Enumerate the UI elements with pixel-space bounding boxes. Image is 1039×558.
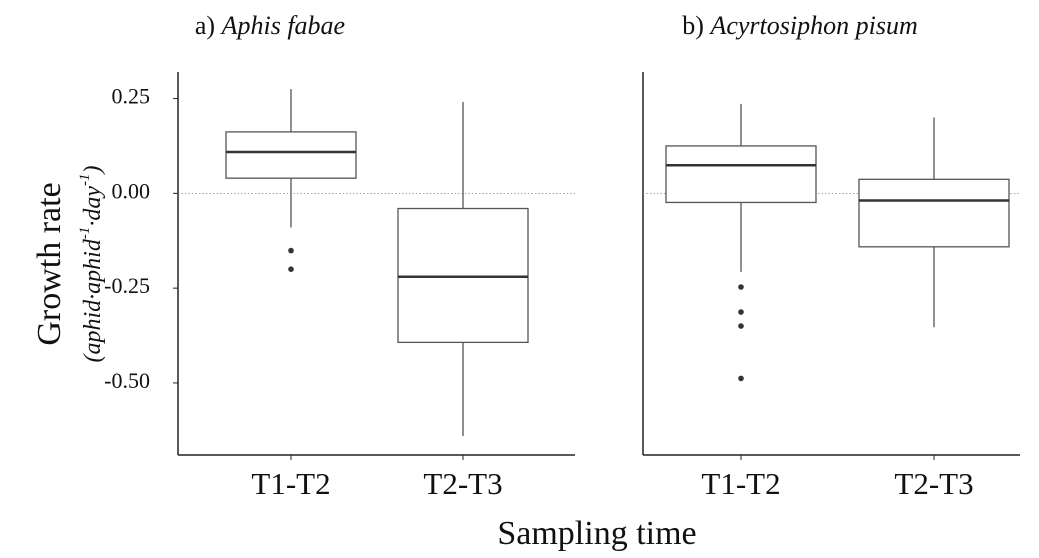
x-tick-label: T2-T3 bbox=[894, 466, 973, 501]
x-tick-label: T2-T3 bbox=[423, 466, 502, 501]
y-axis-title: Growth rate bbox=[31, 182, 68, 345]
unit-part: (aphid·aphid bbox=[80, 238, 106, 362]
panel-title: a) Aphis fabae bbox=[195, 11, 345, 40]
superscript: -1 bbox=[77, 174, 93, 187]
y-tick-label: 0.25 bbox=[112, 84, 151, 109]
superscript: -1 bbox=[77, 227, 93, 240]
outlier bbox=[738, 284, 744, 290]
y-axis-unit: (aphid·aphid-1·day-1) bbox=[77, 166, 105, 363]
y-tick-label: -0.50 bbox=[104, 368, 150, 393]
title-part: Acyrtosiphon pisum bbox=[708, 11, 917, 40]
y-tick-label: -0.25 bbox=[104, 273, 150, 298]
outlier bbox=[288, 266, 294, 272]
title-part: b) bbox=[682, 11, 704, 40]
title-part: Aphis fabae bbox=[220, 11, 346, 40]
outlier bbox=[738, 375, 744, 382]
outlier bbox=[288, 247, 294, 254]
box bbox=[225, 131, 357, 179]
unit-part: ·day bbox=[80, 186, 106, 227]
title-part: a) bbox=[195, 11, 215, 40]
panel-title: b) Acyrtosiphon pisum bbox=[682, 11, 917, 40]
x-tick-label: T1-T2 bbox=[251, 466, 330, 501]
box bbox=[397, 207, 529, 344]
y-tick-label: 0.00 bbox=[112, 178, 151, 203]
x-axis-title: Sampling time bbox=[497, 515, 696, 552]
unit-part: ) bbox=[80, 166, 106, 176]
outlier bbox=[738, 323, 744, 329]
box bbox=[858, 178, 1010, 248]
box bbox=[665, 145, 817, 204]
outlier bbox=[738, 309, 744, 315]
x-tick-label: T1-T2 bbox=[701, 466, 780, 501]
